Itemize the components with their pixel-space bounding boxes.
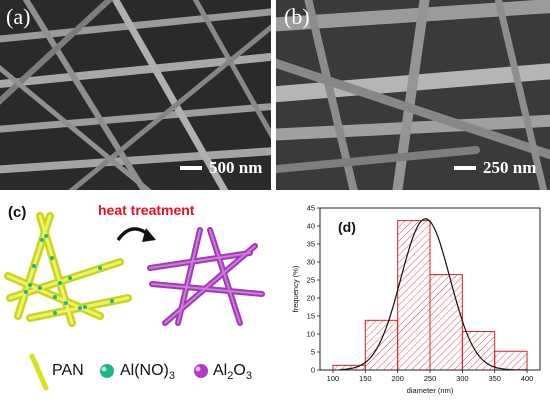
gaussian-fit-curve <box>339 218 528 371</box>
purple-sphere-icon <box>194 364 208 378</box>
histogram-bar <box>364 319 399 371</box>
schematic-drawing <box>4 212 265 327</box>
scale-bar-text: 500 nm <box>209 158 263 177</box>
y-axis-label: frequency (%) <box>291 265 300 312</box>
pan-rod-icon <box>29 353 49 391</box>
y-tick-label: 15 <box>307 312 315 321</box>
diameter-histogram: 100 150 200 250 300 350 400 0 5 10 15 20 25 30 35 40 45… <box>291 204 541 395</box>
histogram-panel: 100 150 200 250 300 350 400 0 5 10 15 20 25 30 35 40 45… <box>272 198 550 401</box>
legend-symbols <box>29 353 208 391</box>
arrow-head-icon <box>142 228 156 242</box>
x-tick-label: 100 <box>327 374 340 383</box>
sem-image-b: (b) 250 nm <box>276 0 550 190</box>
x-tick-label: 300 <box>456 374 469 383</box>
schematic-legend: PAN Al(NO)3 Al2O3 <box>0 348 272 398</box>
al-nitrate-dots <box>24 234 114 315</box>
sem-fibers-b <box>276 0 550 190</box>
x-tick-label: 150 <box>359 374 372 383</box>
x-tick-label: 200 <box>391 374 404 383</box>
legend-item-pan: PAN <box>52 362 84 379</box>
y-tick-label: 25 <box>307 276 315 285</box>
scale-bar-line <box>454 166 476 170</box>
y-tick-label: 5 <box>311 348 315 357</box>
legend-item-al-nitrate: Al(NO)3 <box>120 362 176 383</box>
x-axis-label: diameter (nm) <box>407 386 454 395</box>
panel-label-a: (a) <box>6 4 31 29</box>
y-tick-label: 30 <box>307 258 315 267</box>
x-tick-label: 250 <box>424 374 437 383</box>
panel-label-b: (b) <box>284 4 310 29</box>
green-sphere-icon <box>100 364 114 378</box>
y-tick-label: 0 <box>311 366 315 375</box>
panel-label-d: (d) <box>338 219 356 235</box>
panel-label-c: (c) <box>8 204 27 221</box>
y-tick-label: 10 <box>307 330 315 339</box>
heat-treatment-label: heat treatment <box>98 202 195 218</box>
schematic-panel: (c) heat treatment <box>0 198 272 401</box>
y-tick-label: 40 <box>307 222 315 231</box>
scale-bar-text: 250 nm <box>483 158 537 177</box>
scale-bar-a: 500 nm <box>180 158 262 178</box>
legend-item-alumina: Al2O3 <box>213 362 252 383</box>
histogram-bar <box>494 350 528 371</box>
scale-bar-b: 250 nm <box>454 158 536 178</box>
histogram-bar <box>397 220 431 371</box>
sem-image-a: (a) 500 nm <box>0 0 271 190</box>
y-tick-label: 20 <box>307 294 315 303</box>
scale-bar-line <box>180 166 202 170</box>
sem-fibers-a <box>0 0 271 190</box>
alumina-fibers <box>147 227 265 326</box>
x-tick-label: 400 <box>521 374 534 383</box>
histogram-bar <box>461 330 496 371</box>
y-tick-label: 35 <box>307 240 315 249</box>
x-tick-label: 350 <box>488 374 501 383</box>
y-tick-label: 45 <box>307 204 315 213</box>
histogram-bar <box>429 274 463 371</box>
